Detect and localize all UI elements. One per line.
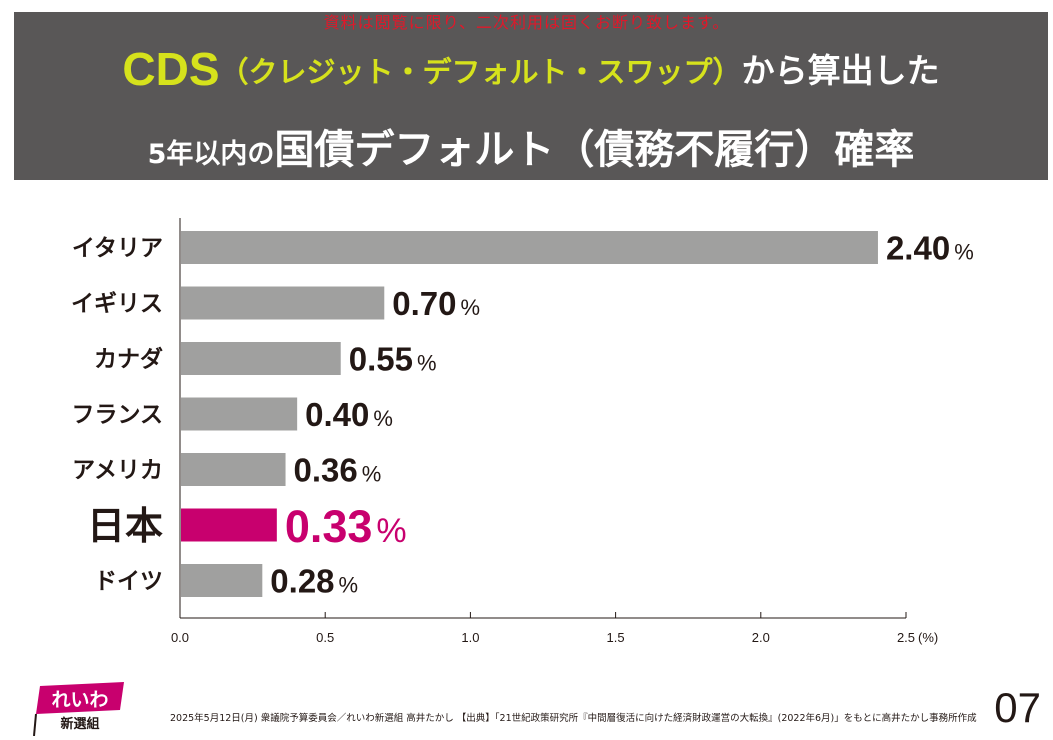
category-label-1: イギリス — [71, 291, 163, 317]
x-tick-label-1: 0.5 — [316, 630, 334, 645]
value-label-3: 0.40% — [305, 396, 393, 433]
source-citation: 2025年5月12日(月) 衆議院予算委員会／れいわ新選組 高井たかし 【出典】… — [170, 713, 977, 724]
value-label-4: 0.36% — [294, 452, 382, 489]
title-line2-main: 国債デフォルト（債務不履行）確率 — [274, 127, 915, 173]
value-label-5: 0.33% — [285, 501, 407, 552]
usage-notice: 資料は閲覧に限り、二次利用は固くお断り致します。 — [323, 13, 730, 32]
page-number: 07 — [994, 684, 1041, 731]
category-label-4: アメリカ — [72, 458, 163, 484]
bar-3 — [181, 397, 298, 431]
x-tick-label-2: 1.0 — [461, 630, 479, 645]
value-label-6: 0.28% — [270, 563, 358, 600]
reiwa-logo: れいわ 新選組 — [33, 682, 124, 736]
category-label-6: ドイツ — [94, 569, 163, 595]
title-line-2: 5年以内の国債デフォルト（債務不履行）確率 — [14, 117, 1048, 175]
x-tick-label-5: 2.5 — [897, 630, 915, 645]
logo-flag — [36, 682, 124, 714]
logo-text: れいわ — [51, 689, 108, 711]
title-cds: CDS — [122, 43, 220, 95]
x-tick-label-0: 0.0 — [171, 630, 189, 645]
bar-group: イタリア 2.40 % イギリス 0.70 % カナダ 0.55 % フランス 0.40 % アメリカ 0… — [71, 230, 974, 600]
logo-pole — [33, 713, 37, 736]
bar-2 — [181, 342, 341, 375]
x-axis-unit-label: (%) — [918, 630, 938, 645]
category-label-3: フランス — [71, 402, 163, 428]
bar-6 — [181, 564, 263, 597]
title-banner: CDS（クレジット・デフォルト・スワップ）から算出した 5年以内の国債デフォルト… — [14, 12, 1048, 180]
bar-5 — [181, 508, 277, 542]
title-line1-rest: から算出した — [741, 51, 940, 90]
x-tick-label-3: 1.5 — [607, 630, 625, 645]
category-label-5: 日本 — [87, 504, 163, 548]
x-tick-label-4: 2.0 — [752, 630, 770, 645]
value-label-0: 2.40% — [886, 230, 974, 267]
bar-chart: イタリア 2.40 % イギリス 0.70 % カナダ 0.55 % フランス 0.40 % アメリカ 0… — [71, 218, 974, 645]
x-axis-ticks: 0.0 0.5 1.0 1.5 2.0 2.5 (%) — [171, 612, 938, 645]
bar-1 — [181, 286, 385, 320]
title-line-1: CDS（クレジット・デフォルト・スワップ）から算出した — [14, 42, 1048, 96]
logo-subtext: 新選組 — [60, 716, 99, 732]
value-label-1: 0.70% — [392, 285, 480, 322]
title-cds-expansion: （クレジット・デフォルト・スワップ） — [219, 55, 742, 89]
category-label-0: イタリア — [72, 236, 163, 262]
bar-0 — [181, 231, 878, 264]
bar-4 — [181, 453, 286, 486]
title-line2-prefix: 5年以内の — [147, 139, 275, 170]
category-label-2: カナダ — [94, 346, 163, 373]
value-label-2: 0.55% — [349, 341, 437, 378]
